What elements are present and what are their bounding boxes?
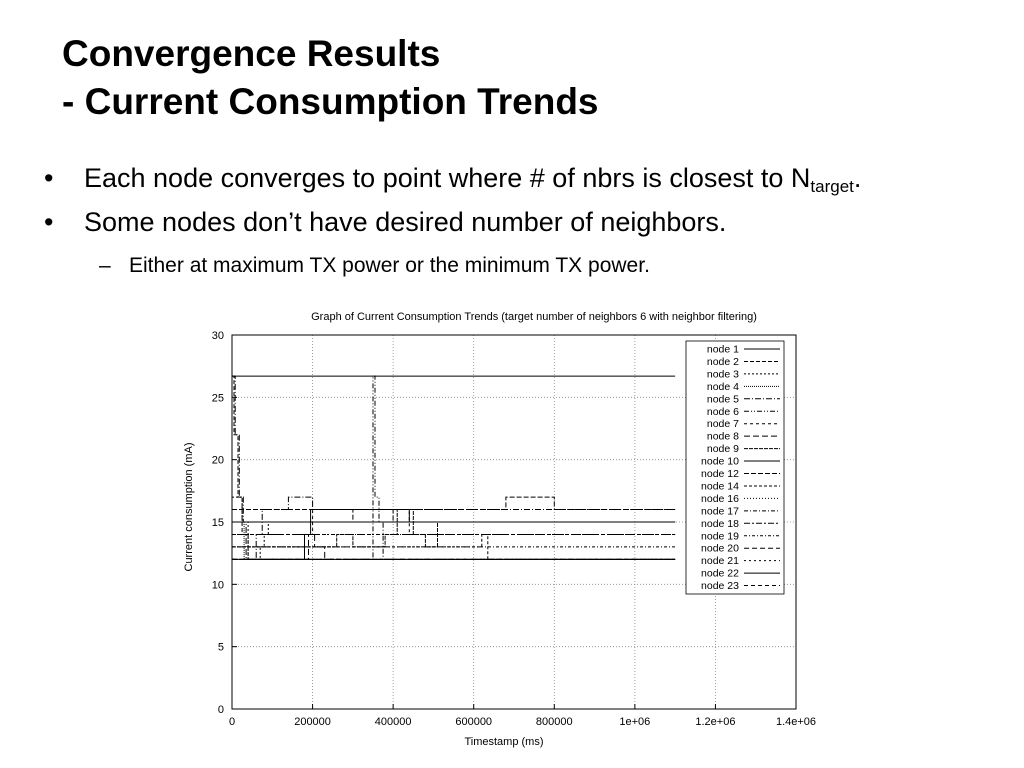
- x-axis-label: Timestamp (ms): [464, 736, 543, 748]
- series-line-node-9: [232, 509, 676, 548]
- legend-label: node 14: [701, 480, 739, 492]
- legend-label: node 4: [707, 381, 739, 393]
- bullet-text: Some nodes don’t have desired number of …: [84, 207, 727, 237]
- legend-label: node 23: [701, 580, 739, 592]
- slide-title-line-2: - Current Consumption Trends: [62, 81, 599, 122]
- bullet-1-subscript: target: [810, 177, 854, 196]
- legend-label: node 8: [707, 431, 739, 443]
- series-line-node-6: [232, 375, 676, 560]
- series-line-node-3: [232, 496, 676, 560]
- slide-title: Convergence Results - Current Consumptio…: [62, 30, 599, 126]
- legend-label: node 12: [701, 468, 739, 480]
- y-axis-label: Current consumption (mA): [183, 443, 195, 572]
- legend-label: node 20: [701, 543, 739, 555]
- y-tick-label: 0: [218, 704, 224, 716]
- x-tick-label: 200000: [294, 716, 331, 728]
- legend-label: node 19: [701, 530, 739, 542]
- slide-title-line-1: Convergence Results: [62, 33, 441, 74]
- x-tick-label: 400000: [375, 716, 412, 728]
- bullet-1-tail: .: [853, 163, 862, 193]
- legend-label: node 21: [701, 555, 739, 567]
- x-tick-label: 800000: [536, 716, 573, 728]
- legend-label: node 17: [701, 505, 739, 517]
- legend-label: node 1: [707, 344, 739, 356]
- x-tick-label: 600000: [455, 716, 492, 728]
- legend-label: node 3: [707, 368, 739, 380]
- y-tick-label: 20: [212, 455, 224, 467]
- x-tick-label: 1e+06: [619, 716, 650, 728]
- bullet-marker: •: [44, 207, 54, 237]
- series-line-node-8: [232, 534, 676, 560]
- x-tick-label: 0: [229, 716, 235, 728]
- legend-label: node 6: [707, 406, 739, 418]
- series-line-node-5: [232, 375, 676, 560]
- legend-label: node 5: [707, 393, 739, 405]
- series-line-node-2: [232, 375, 676, 560]
- bullet-marker: •: [44, 163, 54, 193]
- legend-label: node 9: [707, 443, 739, 455]
- legend-box: [685, 340, 785, 595]
- legend-label: node 18: [701, 518, 739, 530]
- legend-label: node 22: [701, 568, 739, 580]
- y-tick-label: 30: [212, 330, 224, 342]
- legend-label: node 7: [707, 418, 739, 430]
- subbullet-text: Either at maximum TX power or the minimu…: [129, 254, 650, 277]
- y-tick-label: 5: [218, 642, 224, 654]
- legend-label: node 10: [701, 456, 739, 468]
- chart-title: Graph of Current Consumption Trends (tar…: [311, 311, 757, 323]
- legend-label: node 16: [701, 493, 739, 505]
- y-tick-label: 15: [212, 517, 224, 529]
- x-tick-label: 1.4e+06: [776, 716, 816, 728]
- y-tick-label: 25: [212, 392, 224, 404]
- subbullet-marker: –: [99, 254, 111, 277]
- bullet-text: Each node converges to point where # of …: [84, 160, 861, 196]
- series-line-node-4: [232, 521, 676, 560]
- x-tick-label: 1.2e+06: [695, 716, 735, 728]
- bullet-1-main: Each node converges to point where # of …: [84, 163, 811, 193]
- legend-label: node 2: [707, 356, 739, 368]
- y-tick-label: 10: [212, 579, 224, 591]
- series-line-node-12: [232, 496, 676, 523]
